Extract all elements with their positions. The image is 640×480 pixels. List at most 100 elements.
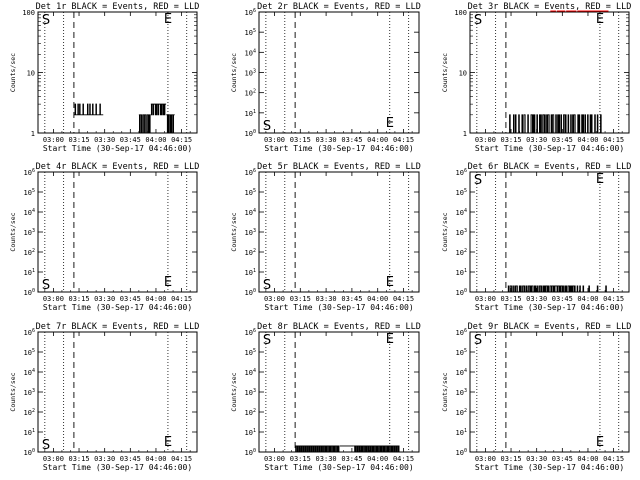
- y-tick-label: 104: [245, 48, 256, 57]
- plot-frame: [469, 11, 630, 134]
- x-tick-label: 03:00: [43, 455, 64, 463]
- chart-title: Det 6r BLACK = Events, RED = LLD: [468, 162, 632, 172]
- plot-frame: [469, 171, 630, 293]
- x-tick-label: 03:30: [316, 136, 337, 144]
- x-tick-label: 04:15: [393, 136, 414, 144]
- x-axis-label: Start Time (30-Sep-17 04:46:00): [475, 303, 624, 312]
- series-events-trace: [507, 114, 602, 134]
- y-tick-label: 102: [245, 89, 256, 98]
- x-tick-label: 03:30: [94, 455, 115, 463]
- x-tick-label: 04:00: [367, 295, 388, 303]
- chart-panel-5: Det 5r BLACK = Events, RED = LLD Counts/s…: [230, 162, 421, 312]
- y-tick-label: 104: [245, 368, 256, 377]
- y-tick-label: 103: [24, 388, 35, 397]
- x-tick-label: 03:00: [264, 455, 285, 463]
- plot-frame: [258, 11, 420, 134]
- start-marker: S: [263, 278, 271, 293]
- end-marker: E: [596, 435, 604, 450]
- x-axis-label: Start Time (30-Sep-17 04:46:00): [264, 303, 413, 312]
- x-tick-label: 03:00: [43, 295, 64, 303]
- x-tick-label: 04:00: [577, 295, 598, 303]
- x-tick-label: 03:00: [43, 136, 64, 144]
- y-tick-label: 101: [24, 428, 35, 437]
- y-tick-label: 102: [245, 408, 256, 417]
- end-marker: E: [164, 275, 172, 290]
- end-marker: E: [596, 12, 604, 27]
- y-tick-label: 100: [24, 448, 35, 457]
- y-tick-label: 106: [456, 168, 467, 177]
- y-tick-label: 101: [456, 268, 467, 277]
- y-tick-label: 103: [245, 388, 256, 397]
- y-axis-label: Counts/sec: [441, 372, 449, 411]
- chart-title: Det 3r BLACK = Events, RED = LLD: [468, 2, 632, 12]
- x-tick-label: 03:30: [94, 136, 115, 144]
- x-tick-label: 03:45: [120, 295, 141, 303]
- y-axis-label: Counts/sec: [441, 212, 449, 251]
- x-tick-label: 03:15: [290, 295, 311, 303]
- y-tick-label: 100: [456, 448, 467, 457]
- chart-panel-1: Det 1r BLACK = Events, RED = LLD Counts/s…: [9, 2, 199, 153]
- x-tick-label: 04:00: [145, 136, 166, 144]
- x-tick-label: 04:15: [171, 136, 192, 144]
- x-tick-label: 04:15: [393, 295, 414, 303]
- chart-panel-8: Det 8r BLACK = Events, RED = LLD Counts/s…: [230, 322, 421, 472]
- y-tick-label: 101: [456, 428, 467, 437]
- y-tick-label: 100: [454, 9, 467, 17]
- x-tick-label: 03:30: [316, 455, 337, 463]
- end-marker: E: [386, 116, 394, 131]
- chart-title: Det 7r BLACK = Events, RED = LLD: [36, 322, 200, 332]
- start-marker: S: [263, 333, 271, 348]
- chart-title: Det 9r BLACK = Events, RED = LLD: [468, 322, 632, 332]
- y-axis-label: Counts/sec: [230, 212, 238, 251]
- x-axis-label: Start Time (30-Sep-17 04:46:00): [43, 144, 192, 153]
- x-tick-label: 03:30: [526, 455, 547, 463]
- y-tick-label: 100: [22, 9, 35, 17]
- end-marker: E: [386, 332, 394, 347]
- y-tick-label: 103: [24, 228, 35, 237]
- y-tick-label: 104: [456, 368, 467, 377]
- y-tick-label: 102: [456, 248, 467, 257]
- x-tick-label: 03:15: [68, 455, 89, 463]
- x-tick-label: 04:00: [145, 455, 166, 463]
- y-axis-label: Counts/sec: [230, 53, 238, 92]
- x-tick-label: 04:15: [603, 455, 624, 463]
- y-tick-label: 104: [24, 368, 35, 377]
- y-tick-label: 103: [456, 228, 467, 237]
- y-tick-label: 104: [24, 208, 35, 217]
- x-tick-label: 03:15: [500, 136, 521, 144]
- chart-panel-9: Det 9r BLACK = Events, RED = LLD Counts/s…: [441, 322, 631, 472]
- y-tick-label: 105: [245, 28, 256, 37]
- y-tick-label: 103: [456, 388, 467, 397]
- x-tick-label: 03:00: [475, 455, 496, 463]
- chart-title: Det 4r BLACK = Events, RED = LLD: [36, 162, 200, 172]
- start-marker: S: [42, 13, 50, 28]
- x-axis-label: Start Time (30-Sep-17 04:46:00): [43, 463, 192, 472]
- series-events-trace: [353, 445, 400, 453]
- y-tick-label: 105: [245, 188, 256, 197]
- x-axis-label: Start Time (30-Sep-17 04:46:00): [475, 463, 624, 472]
- series-events-trace: [150, 103, 167, 116]
- y-tick-label: 102: [24, 408, 35, 417]
- x-tick-label: 04:00: [367, 455, 388, 463]
- plot-frame: [37, 11, 198, 134]
- x-tick-label: 04:15: [393, 455, 414, 463]
- y-tick-label: 100: [456, 288, 467, 297]
- end-marker: E: [164, 12, 172, 27]
- start-marker: S: [474, 173, 482, 188]
- y-tick-label: 101: [245, 109, 256, 118]
- y-tick-label: 106: [24, 328, 35, 337]
- y-tick-label: 100: [245, 288, 256, 297]
- y-tick-label: 106: [245, 8, 256, 17]
- y-axis-label: Counts/sec: [9, 212, 17, 251]
- y-tick-label: 106: [456, 328, 467, 337]
- y-tick-label: 102: [24, 248, 35, 257]
- y-tick-label: 105: [245, 348, 256, 357]
- x-axis-label: Start Time (30-Sep-17 04:46:00): [475, 144, 624, 153]
- y-tick-label: 105: [24, 348, 35, 357]
- y-tick-label: 105: [456, 188, 467, 197]
- start-marker: S: [42, 438, 50, 453]
- chart-panel-3: Det 3r BLACK = Events, RED = LLD Counts/s…: [441, 2, 631, 153]
- chart-title: Det 8r BLACK = Events, RED = LLD: [257, 322, 421, 332]
- y-tick-label: 1: [31, 130, 35, 138]
